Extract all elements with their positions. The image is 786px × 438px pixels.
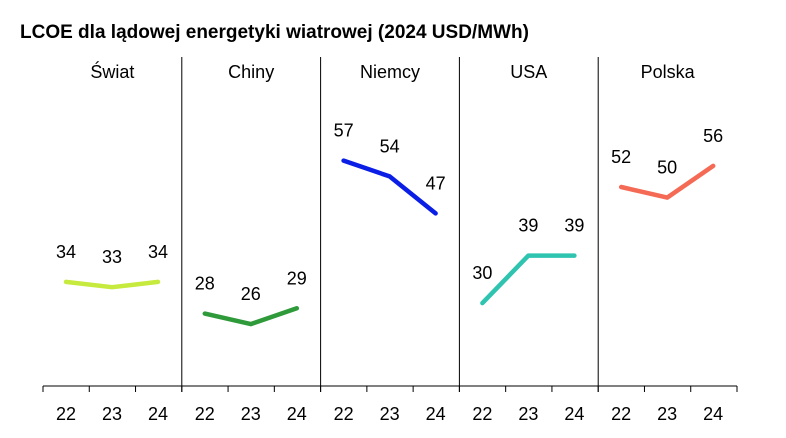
data-label: 57 [334,121,354,141]
x-tick-label: 22 [195,404,215,424]
x-tick-label: 24 [426,404,446,424]
data-label: 47 [426,173,446,193]
x-tick-label: 22 [611,404,631,424]
panel-title: Chiny [228,62,274,82]
x-tick-label: 22 [334,404,354,424]
series-line [480,253,577,306]
series-line [618,163,716,200]
data-label: 30 [472,263,492,283]
data-label: 39 [518,216,538,236]
x-tick-label: 22 [56,404,76,424]
chart-title: LCOE dla lądowej energetyki wiatrowej (2… [20,22,529,43]
data-label: 33 [102,247,122,267]
x-tick-label: 24 [148,404,168,424]
x-tick-label: 23 [518,404,538,424]
x-tick-label: 24 [287,404,307,424]
data-label: 34 [148,242,168,262]
panel-title: Świat [90,61,134,82]
x-tick-label: 23 [657,404,677,424]
x-tick-label: 23 [102,404,122,424]
panel-title: USA [510,62,547,82]
data-label: 52 [611,147,631,167]
x-tick-label: 23 [241,404,261,424]
x-tick-label: 24 [703,404,723,424]
x-tick-label: 22 [472,404,492,424]
data-label: 28 [195,274,215,294]
x-tick-label: 23 [380,404,400,424]
x-tick-label: 24 [564,404,584,424]
series-line [341,158,438,216]
panel-title: Polska [641,62,696,82]
data-label: 34 [56,242,76,262]
data-label: 39 [564,216,584,236]
data-label: 50 [657,158,677,178]
data-label: 54 [380,136,400,156]
series-line [202,306,300,327]
series-line [63,279,161,290]
data-label: 56 [703,126,723,146]
panel-title: Niemcy [360,62,420,82]
data-label: 26 [241,284,261,304]
data-label: 29 [287,268,307,288]
